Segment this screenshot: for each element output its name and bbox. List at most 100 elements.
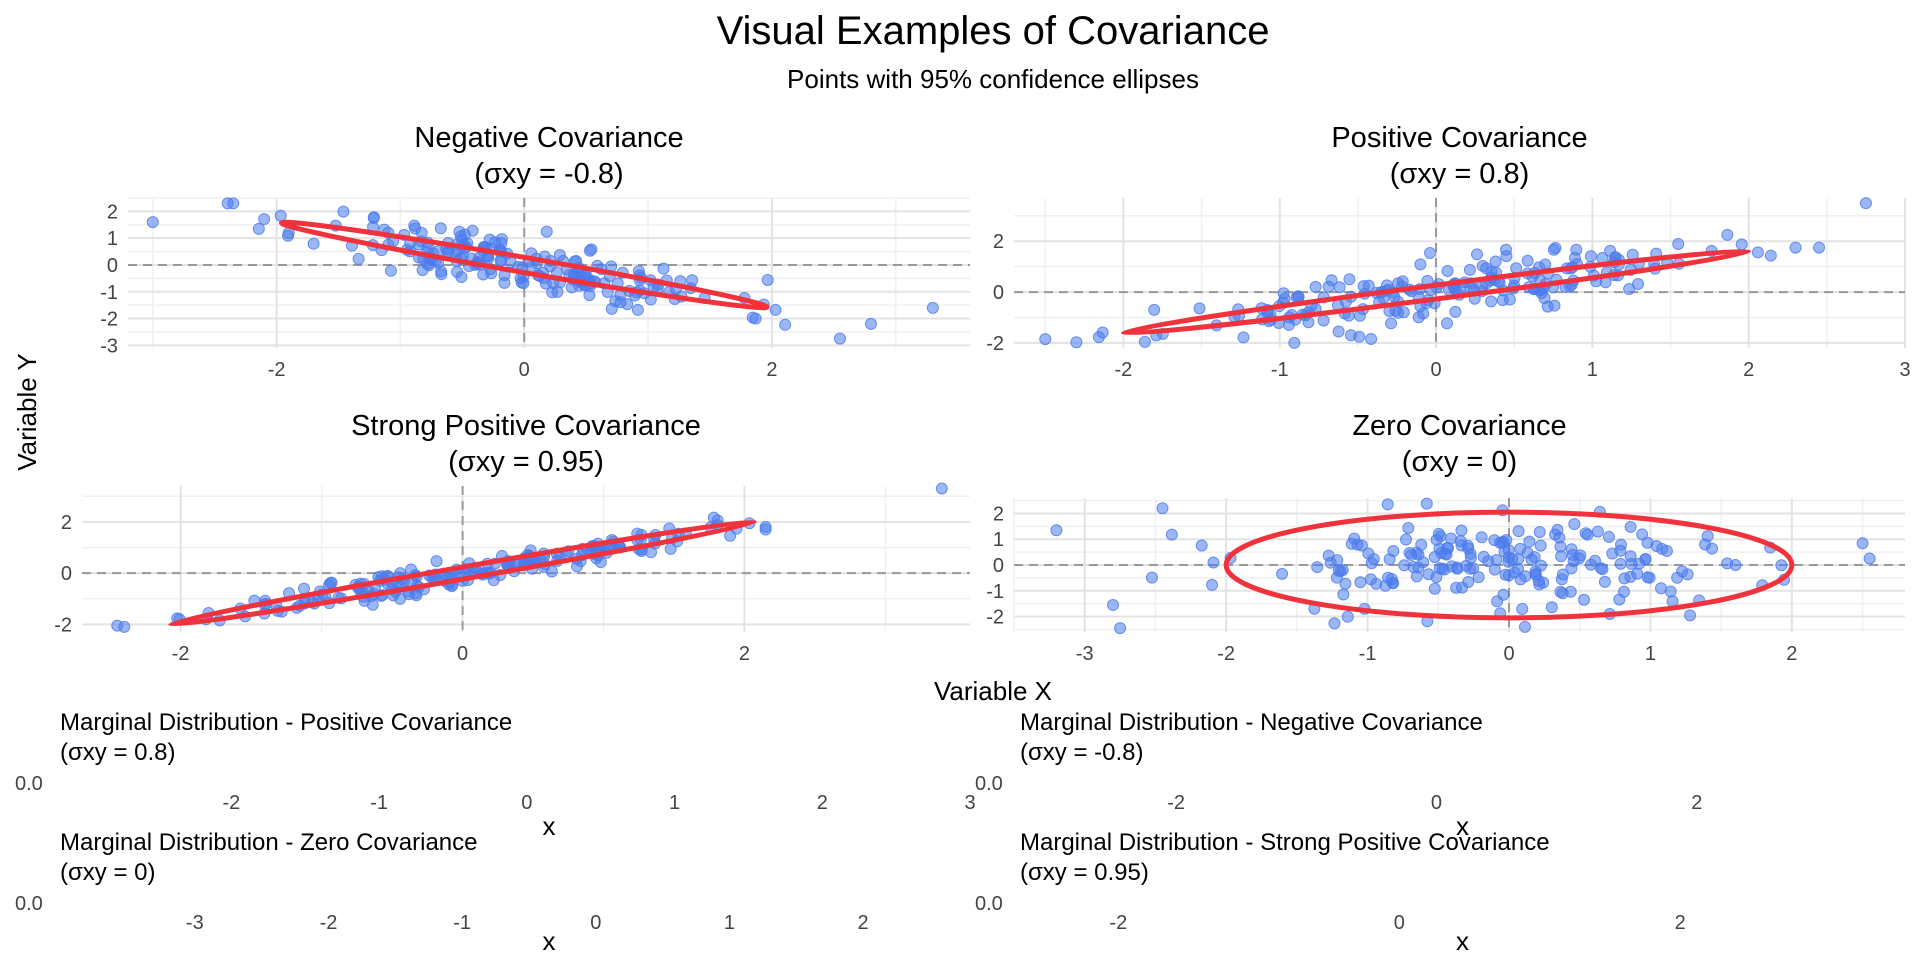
y-tick-label: 0 — [993, 555, 1004, 577]
data-point — [1525, 553, 1538, 566]
data-point — [1415, 538, 1428, 551]
data-point — [258, 213, 271, 226]
marginal-subtitle: (σxy = -0.8) — [1020, 739, 1144, 766]
data-point — [1477, 550, 1490, 563]
data-point — [1581, 528, 1594, 541]
data-point — [455, 271, 468, 284]
figure-subtitle: Points with 95% confidence ellipses — [787, 64, 1199, 94]
data-point — [631, 303, 644, 316]
data-point — [1138, 335, 1151, 348]
data-point — [1354, 576, 1367, 589]
data-point — [1341, 610, 1354, 623]
data-point — [657, 262, 670, 275]
data-point — [1606, 547, 1619, 560]
data-point — [1666, 595, 1679, 608]
y-tick-label: 0 — [61, 563, 72, 585]
x-tick-label: 0 — [1503, 643, 1514, 665]
x-tick-label: 2 — [739, 643, 750, 665]
data-point — [1591, 525, 1604, 538]
data-point — [1497, 535, 1510, 548]
marginal-x-tick-label: 2 — [817, 792, 828, 814]
data-point — [1764, 249, 1777, 262]
data-point — [1631, 567, 1644, 580]
data-point — [1573, 552, 1586, 565]
data-point — [1489, 255, 1502, 268]
marginal-subtitle: (σxy = 0.95) — [1020, 859, 1149, 886]
y-tick-label: -3 — [100, 335, 118, 357]
marginal-title: Marginal Distribution - Positive Covaria… — [60, 709, 512, 736]
y-tick-label: 0 — [993, 282, 1004, 304]
data-point — [1512, 553, 1525, 566]
data-point — [1379, 579, 1392, 592]
x-tick-label: -1 — [1359, 643, 1377, 665]
data-point — [1328, 617, 1341, 630]
marginal-title: Marginal Distribution - Negative Covaria… — [1020, 709, 1483, 736]
data-point — [307, 237, 320, 250]
data-point — [274, 209, 287, 222]
data-point — [1701, 530, 1714, 543]
marginal-x-tick-label: 2 — [1675, 912, 1686, 934]
x-tick-label: 1 — [1587, 359, 1598, 381]
data-point — [1735, 238, 1748, 251]
marginal-panel-4: Marginal Distribution - Strong Positive … — [975, 829, 1686, 956]
data-point — [1114, 622, 1127, 635]
x-tick-label: -1 — [1271, 359, 1289, 381]
data-point — [1381, 498, 1394, 511]
data-point — [1277, 287, 1290, 300]
marginal-x-tick-label: -2 — [223, 792, 241, 814]
data-point — [1636, 528, 1649, 541]
data-point — [1521, 254, 1534, 267]
marginal-x-tick-label: 0 — [521, 792, 532, 814]
data-point — [1456, 581, 1469, 594]
data-point — [1676, 565, 1689, 578]
data-point — [1556, 568, 1569, 581]
data-point — [408, 219, 421, 232]
data-point — [1594, 562, 1607, 575]
data-point — [1641, 536, 1654, 549]
data-point — [1145, 571, 1158, 584]
shared-y-label: Variable Y — [12, 353, 42, 471]
data-point — [1721, 228, 1734, 241]
marginal-subtitle: (σxy = 0) — [60, 859, 156, 886]
y-tick-label: -2 — [100, 309, 118, 331]
marginal-panel-1: Marginal Distribution - Positive Covaria… — [15, 709, 976, 841]
data-point — [146, 216, 159, 229]
data-point — [1751, 246, 1764, 259]
data-point — [1428, 582, 1441, 595]
data-point — [416, 264, 429, 277]
marginal-x-tick-label: 1 — [669, 792, 680, 814]
data-point — [1464, 562, 1477, 575]
data-point — [337, 205, 350, 218]
data-point — [1405, 549, 1418, 562]
marginal-panels: Marginal Distribution - Positive Covaria… — [15, 709, 1702, 956]
data-point — [1856, 537, 1869, 550]
data-point — [1276, 567, 1289, 580]
scatter-panel-3: Strong Positive Covariance (σxy = 0.95) -2… — [54, 410, 970, 665]
marginal-x-tick-label: -3 — [186, 912, 204, 934]
data-point — [1070, 336, 1083, 349]
data-point — [111, 619, 124, 632]
marginal-x-tick-label: 0 — [590, 912, 601, 934]
data-point — [1207, 556, 1220, 569]
marginal-x-label: x — [1456, 811, 1469, 841]
marginal-x-tick-label: 0 — [1431, 792, 1442, 814]
panel-subtitle: (σxy = 0.95) — [448, 446, 604, 478]
data-point — [1485, 295, 1498, 308]
figure-title: Visual Examples of Covariance — [717, 9, 1270, 53]
data-point — [1529, 565, 1542, 578]
panel-subtitle: (σxy = 0) — [1402, 446, 1517, 478]
marginal-y-tick-label: 0.0 — [975, 773, 1003, 795]
scatter-panels: Negative Covariance (σxy = -0.8) -2 0 2 -3 -2 -… — [54, 122, 1910, 665]
data-point — [1050, 524, 1063, 537]
data-point — [1471, 248, 1484, 261]
data-point — [1362, 547, 1375, 560]
x-tick-label: 1 — [1645, 643, 1656, 665]
data-point — [1332, 325, 1345, 338]
data-point — [769, 303, 782, 316]
x-tick-label: -2 — [1217, 643, 1235, 665]
data-point — [1455, 524, 1468, 537]
marginal-x-label: x — [543, 926, 556, 956]
scatter-panel-1: Negative Covariance (σxy = -0.8) -2 0 2 -3 -2 -… — [100, 122, 970, 381]
marginal-subtitle: (σxy = 0.8) — [60, 739, 176, 766]
marginal-x-tick-label: -1 — [370, 792, 388, 814]
